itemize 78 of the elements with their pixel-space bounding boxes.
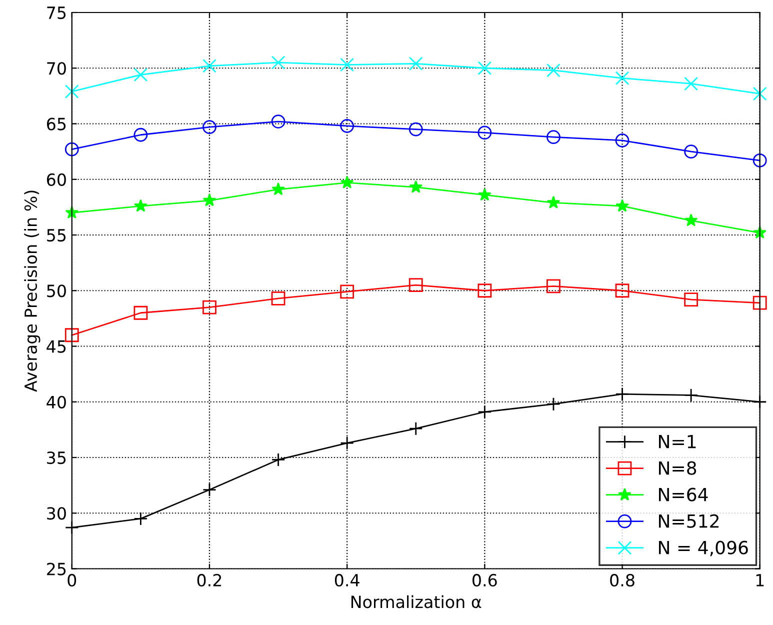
point xyxy=(271,291,286,306)
point xyxy=(684,144,698,159)
legend-label: N = 4,096 xyxy=(658,540,748,556)
point xyxy=(752,394,767,409)
x-tick-label: 0.6 xyxy=(472,574,497,587)
point xyxy=(684,76,698,91)
y-tick-label: 25 xyxy=(47,562,66,576)
point xyxy=(408,278,423,292)
x-tick-label: 1 xyxy=(756,574,764,586)
point xyxy=(202,300,216,314)
point xyxy=(546,279,560,294)
point xyxy=(753,226,766,239)
point xyxy=(478,188,492,201)
point xyxy=(546,196,560,208)
y-tick-label: 75 xyxy=(47,6,66,20)
y-tick-label: 40 xyxy=(46,396,66,408)
point xyxy=(134,68,148,82)
point xyxy=(64,84,79,98)
point xyxy=(340,284,354,299)
point xyxy=(684,214,698,226)
x-tick-label: 0 xyxy=(68,574,76,587)
point xyxy=(478,404,492,419)
point xyxy=(478,61,492,76)
point xyxy=(134,128,148,142)
point xyxy=(615,284,630,298)
y-tick-label: 55 xyxy=(47,229,66,242)
point xyxy=(340,436,354,450)
point xyxy=(202,58,216,73)
point xyxy=(752,296,767,310)
point xyxy=(340,58,354,72)
point xyxy=(340,176,354,188)
x-tick-label: 0.2 xyxy=(197,574,222,587)
point xyxy=(546,397,560,412)
point xyxy=(408,422,423,436)
legend-label: N=512 xyxy=(658,514,719,528)
point xyxy=(202,194,216,206)
point xyxy=(272,182,285,196)
x-tick-label: 0.4 xyxy=(334,574,360,587)
point xyxy=(615,133,630,148)
y-tick-label: 70 xyxy=(47,62,66,75)
point xyxy=(271,452,286,467)
point xyxy=(615,71,630,86)
y-tick-label: 35 xyxy=(47,451,66,464)
point xyxy=(546,63,560,78)
legend-label: N=8 xyxy=(658,461,696,475)
y-tick-label: 30 xyxy=(47,507,66,520)
point xyxy=(752,86,767,101)
x-axis-title: Normalization α xyxy=(351,595,482,608)
y-tick-label: 50 xyxy=(47,284,66,298)
point xyxy=(408,56,423,71)
y-axis-title: Average Precision (in %) xyxy=(24,190,40,392)
point xyxy=(752,154,767,168)
point xyxy=(271,56,286,70)
point xyxy=(64,328,79,342)
point xyxy=(202,120,216,134)
point xyxy=(408,122,423,136)
point xyxy=(340,119,354,133)
point xyxy=(478,126,492,140)
point xyxy=(134,306,148,320)
x-tick-label: 0.8 xyxy=(610,574,634,587)
point xyxy=(134,199,148,212)
point xyxy=(64,520,79,535)
legend-label: N=64 xyxy=(658,488,708,502)
point xyxy=(684,292,698,306)
point xyxy=(134,512,148,526)
point xyxy=(409,180,423,193)
y-tick-label: 65 xyxy=(46,118,66,130)
point xyxy=(202,482,216,497)
point xyxy=(478,284,492,298)
point xyxy=(64,142,79,156)
point xyxy=(271,114,286,128)
point xyxy=(615,387,630,402)
point xyxy=(546,130,560,144)
y-tick-label: 60 xyxy=(46,173,66,186)
legend-label: N=1 xyxy=(658,434,696,448)
point xyxy=(684,388,698,402)
point xyxy=(616,199,629,212)
y-tick-label: 45 xyxy=(46,340,66,353)
